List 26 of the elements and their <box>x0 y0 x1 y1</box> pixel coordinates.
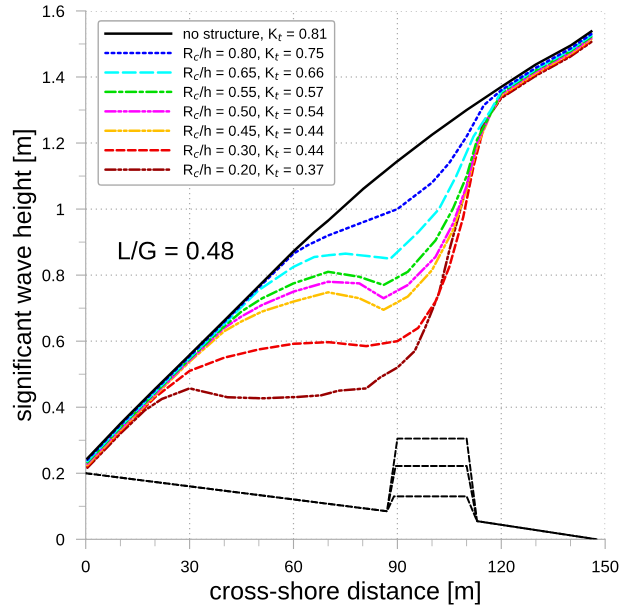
legend-label: R$_{c}$/h = 0.50, K$_{t}$ = 0.54 <box>184 106 324 119</box>
legend-label: R$_{c}$/h = 0.20, K$_{t}$ = 0.37 <box>184 164 324 178</box>
legend-label: R$_{c}$/h = 0.65, K$_{t}$ = 0.66 <box>184 66 324 80</box>
y-tick-label: 0.2 <box>42 468 64 480</box>
x-tick-label: 30 <box>180 560 198 572</box>
y-tick-label: 0.8 <box>42 270 64 282</box>
y-tick-label: 1 <box>56 204 64 216</box>
legend-label: R$_{c}$/h = 0.55, K$_{t}$ = 0.57 <box>184 86 324 100</box>
legend-label: no structure, K$_{t}$ = 0.81 <box>184 28 326 42</box>
annotation: L/G = 0.48 <box>118 241 234 260</box>
x-tick-label: 90 <box>388 560 406 572</box>
x-tick-label: 120 <box>488 560 515 572</box>
legend-label: R$_{c}$/h = 0.45, K$_{t}$ = 0.44 <box>184 125 324 138</box>
x-tick-label: 0 <box>82 560 90 572</box>
y-tick-label: 1.6 <box>42 5 64 18</box>
y-tick-label: 0.6 <box>42 336 64 348</box>
legend-label: R$_{c}$/h = 0.80, K$_{t}$ = 0.75 <box>184 48 324 61</box>
x-axis-title: cross-shore distance [m] <box>210 581 480 605</box>
y-axis-title: significant wave height [m] <box>12 130 36 422</box>
y-tick-label: 1.2 <box>42 137 64 150</box>
y-tick-label: 0.4 <box>42 402 64 414</box>
y-tick-label: 1.4 <box>42 72 64 84</box>
x-tick-label: 150 <box>592 560 618 572</box>
legend-label: R$_{c}$/h = 0.30, K$_{t}$ = 0.44 <box>184 144 324 158</box>
x-tick-label: 60 <box>285 560 302 572</box>
y-tick-label: 0 <box>56 534 64 546</box>
